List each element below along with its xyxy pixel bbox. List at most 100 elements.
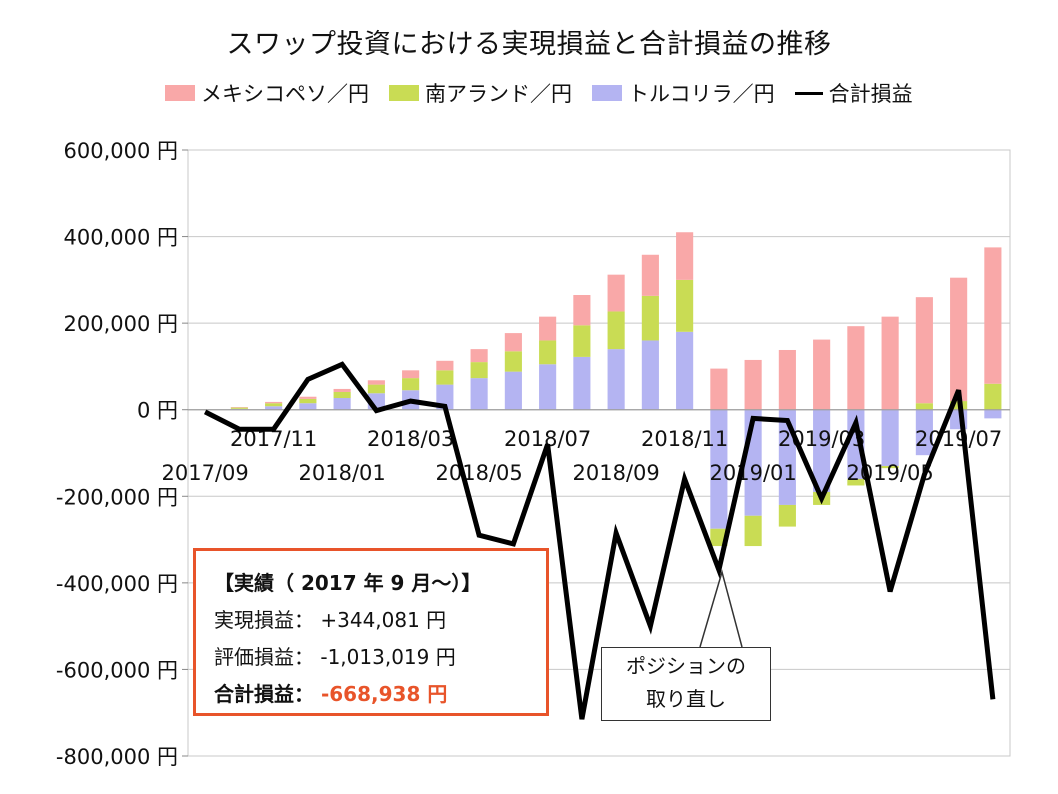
summary-header: 【実績（ 2017 年 9 月～）】 — [214, 571, 482, 595]
bar-segment — [778, 349, 796, 410]
x-tick-label: 2019/05 — [847, 461, 934, 485]
x-tick-label: 2018/05 — [436, 461, 523, 485]
bar-segment — [744, 359, 762, 410]
bar-segment — [402, 378, 420, 391]
bar-segment — [881, 465, 899, 469]
legend-line-total — [794, 91, 823, 95]
bar-segment — [333, 391, 351, 399]
bar-segment — [367, 384, 385, 394]
bar-segment — [539, 316, 557, 341]
bar-segment — [778, 504, 796, 527]
annotation-line1: ポジションの — [626, 654, 746, 678]
bar-segment — [299, 396, 317, 399]
legend-swatch-zar — [389, 85, 419, 101]
legend-item-mxn: メキシコペソ／円 — [165, 78, 369, 108]
bar-segment — [265, 403, 283, 407]
bar-segment — [470, 378, 488, 410]
bar-segment — [367, 380, 385, 385]
bar-segment — [676, 232, 694, 280]
bar-segment — [813, 339, 831, 410]
x-tick-label: 2018/01 — [299, 461, 386, 485]
bar-segment — [470, 349, 488, 363]
bar-segment — [436, 370, 454, 385]
summary-unrealized-row: 評価損益： -1,013,019 円 — [214, 639, 546, 676]
bar-segment — [504, 371, 522, 410]
x-tick-label: 2018/11 — [641, 427, 728, 451]
summary-box: 【実績（ 2017 年 9 月～）】 実現損益： +344,081 円 評価損益… — [193, 548, 549, 716]
y-tick-label: -400,000 円 — [56, 572, 178, 596]
bar-segment — [847, 478, 865, 486]
summary-unrealized-value: -1,013,019 円 — [320, 645, 456, 669]
bar-segment — [299, 403, 317, 410]
bar-segment — [984, 247, 1002, 384]
annotation-box: ポジションの 取り直し — [601, 647, 771, 721]
y-tick-label: 0 円 — [137, 399, 178, 423]
bar-segment — [470, 362, 488, 379]
x-tick-label: 2017/09 — [162, 461, 249, 485]
legend-item-try: トルコリラ／円 — [592, 78, 775, 108]
summary-total-value: -668,938 円 — [320, 682, 448, 706]
x-tick-label: 2018/03 — [367, 427, 454, 451]
annotation-pointer — [699, 569, 743, 648]
legend-swatch-mxn — [165, 85, 195, 101]
bar-segment — [573, 356, 591, 410]
legend-label-zar: 南アランド／円 — [425, 82, 572, 106]
bar-segment — [984, 383, 1002, 410]
bar-segment — [539, 340, 557, 365]
legend-swatch-try — [592, 85, 622, 101]
bar-segment — [299, 398, 317, 404]
bar-segment — [984, 409, 1002, 419]
annotation-line2: 取り直し — [646, 687, 726, 711]
y-tick-label: 200,000 円 — [63, 312, 178, 336]
bar-segment — [950, 277, 968, 402]
bar-segment — [230, 407, 248, 409]
bar-segment — [813, 409, 831, 492]
summary-total-label: 合計損益： — [214, 682, 314, 706]
bar-segment — [573, 295, 591, 326]
bar-segment — [573, 325, 591, 357]
y-tick-label: -600,000 円 — [56, 658, 178, 682]
bar-segment — [641, 340, 659, 410]
x-tick-label: 2019/01 — [710, 461, 797, 485]
summary-realized-label: 実現損益： — [214, 608, 314, 632]
bar-segment — [915, 409, 933, 456]
legend: メキシコペソ／円 南アランド／円 トルコリラ／円 合計損益 — [165, 78, 913, 108]
bar-segment — [710, 368, 728, 410]
bar-segment — [539, 364, 557, 410]
summary-realized-row: 実現損益： +344,081 円 — [214, 602, 546, 639]
bar-segment — [676, 331, 694, 410]
bar-segment — [504, 351, 522, 372]
x-tick-label: 2018/09 — [573, 461, 660, 485]
chart-title: スワップ投資における実現損益と合計損益の推移 — [226, 29, 832, 60]
bar-segment — [881, 316, 899, 410]
bar-segment — [744, 515, 762, 547]
summary-unrealized-label: 評価損益： — [214, 645, 314, 669]
bar-segment — [265, 406, 283, 410]
bar-segment — [607, 311, 625, 350]
summary-total-row: 合計損益： -668,938 円 — [214, 676, 546, 713]
bar-segment — [915, 403, 933, 410]
x-tick-label: 2019/07 — [915, 427, 1002, 451]
bar-segment — [641, 254, 659, 296]
y-tick-label: 600,000 円 — [63, 139, 178, 163]
legend-item-total: 合計損益 — [794, 78, 913, 108]
legend-item-zar: 南アランド／円 — [389, 78, 572, 108]
bar-segment — [607, 349, 625, 410]
bar-segment — [915, 297, 933, 404]
summary-realized-value: +344,081 円 — [320, 608, 447, 632]
bar-segment — [436, 360, 454, 371]
bar-segment — [265, 401, 283, 404]
bar-segment — [504, 333, 522, 352]
bar-segment — [881, 409, 899, 466]
bar-segment — [402, 370, 420, 379]
bar-segment — [641, 295, 659, 341]
y-tick-label: -200,000 円 — [56, 485, 178, 509]
bar-segment — [607, 274, 625, 312]
bar-segment — [333, 398, 351, 410]
bar-segment — [333, 388, 351, 392]
total-line — [203, 361, 996, 720]
y-tick-label: 400,000 円 — [63, 226, 178, 250]
bar-segment — [230, 407, 248, 408]
legend-label-try: トルコリラ／円 — [628, 82, 775, 106]
